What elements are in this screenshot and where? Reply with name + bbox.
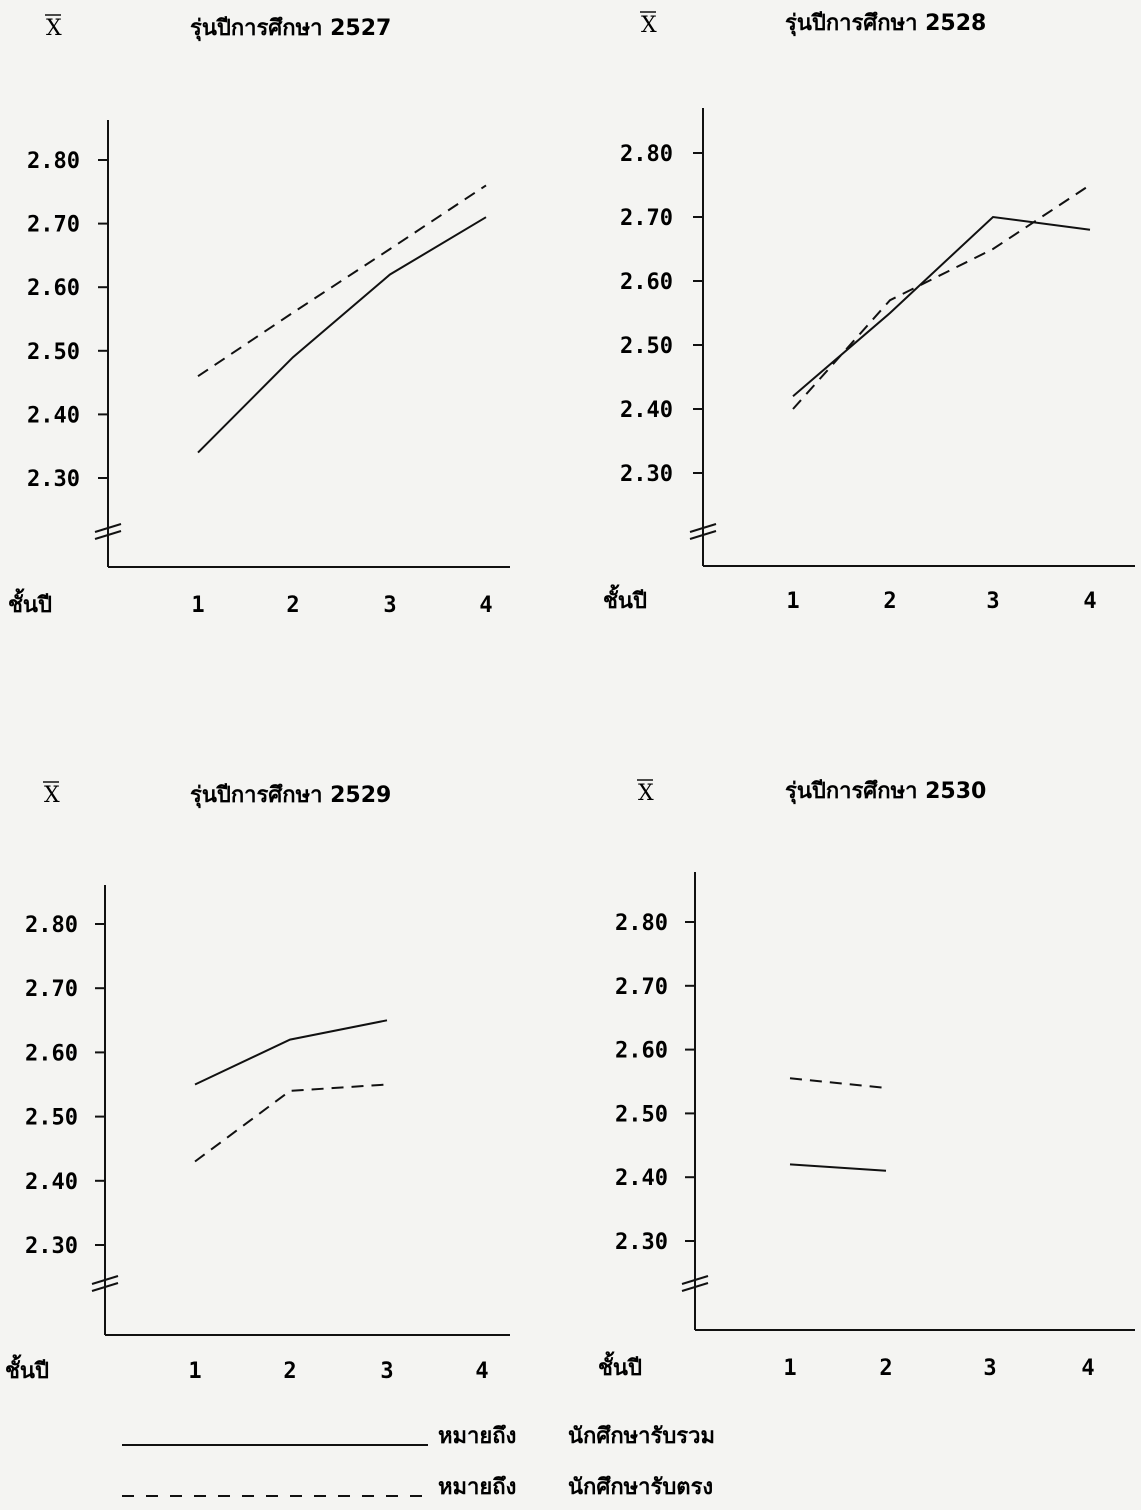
y-axis-label: X [44, 783, 60, 808]
axis-break-stroke [689, 530, 717, 540]
series-line-combined [789, 1163, 887, 1172]
x-tick-label: 2 [879, 1356, 892, 1381]
chart-3: 2.30 2.40 2.50 2.60 2.70 2.80 1 2 3 4 รุ่นปีการศึก… [5, 781, 510, 1384]
x-tick-label: 3 [986, 589, 999, 614]
chart-4: 2.30 2.40 2.50 2.60 2.70 2.80 1 2 3 4 รุ่นปีการศึก… [598, 779, 1135, 1381]
axis-break-stroke [689, 523, 717, 533]
y-tick-label: 2.60 [620, 270, 673, 295]
chart-title: รุ่นปีการศึกษา 2529 [190, 783, 391, 809]
x-tick-label: 4 [1083, 589, 1096, 614]
x-axis-label: ชั้นปี [598, 1351, 642, 1381]
legend-prefix: หมายถึง [438, 1424, 516, 1449]
y-tick-label: 2.40 [615, 1166, 668, 1191]
axis-break-mark [681, 1275, 709, 1292]
x-tick-label: 3 [983, 1356, 996, 1381]
y-tick-label: 2.80 [27, 149, 80, 174]
x-tick-label: 2 [883, 589, 896, 614]
y-axis-label: X [638, 781, 654, 806]
x-tick-label: 2 [283, 1359, 296, 1384]
x-tick-label: 3 [380, 1359, 393, 1384]
y-tick-label: 2.60 [27, 276, 80, 301]
y-tick-label: 2.60 [615, 1039, 668, 1064]
y-tick-label: 2.70 [615, 975, 668, 1000]
chart-title: รุ่นปีการศึกษา 2528 [785, 11, 986, 37]
series-line-combined [194, 1019, 388, 1086]
axis-break-stroke [91, 1282, 119, 1292]
y-tick-label: 2.70 [27, 213, 80, 238]
x-tick-label: 4 [475, 1359, 488, 1384]
x-tick-label: 4 [1081, 1356, 1094, 1381]
y-tick-label: 2.50 [27, 340, 80, 365]
axis-break-stroke [681, 1275, 709, 1285]
x-tick-label: 3 [383, 593, 396, 618]
series-line-direct [789, 1077, 887, 1089]
x-tick-label: 1 [786, 589, 799, 614]
series-line-direct [792, 184, 1091, 410]
y-tick-label: 2.50 [25, 1106, 78, 1131]
series-line-direct [194, 1083, 388, 1163]
x-axis-label: ชั้นปี [603, 584, 647, 614]
y-tick-label: 2.30 [25, 1234, 78, 1259]
legend-label: นักศึกษารับตรง [568, 1475, 713, 1500]
y-axis-label: X [641, 13, 657, 38]
y-axis-label: X [46, 16, 62, 41]
y-tick-label: 2.80 [25, 913, 78, 938]
chart-title: รุ่นปีการศึกษา 2530 [785, 779, 986, 805]
chart-title: รุ่นปีการศึกษา 2527 [190, 16, 391, 42]
axis-break-stroke [681, 1282, 709, 1292]
x-tick-label: 2 [286, 593, 299, 618]
axis-break-mark [94, 523, 122, 540]
series-line-direct [197, 184, 487, 378]
legend-label: นักศึกษารับรวม [568, 1424, 715, 1449]
series-line-combined [197, 216, 487, 454]
y-tick-label: 2.50 [620, 334, 673, 359]
y-tick-label: 2.40 [620, 398, 673, 423]
x-tick-label: 4 [479, 593, 492, 618]
y-tick-label: 2.60 [25, 1041, 78, 1066]
x-tick-label: 1 [783, 1356, 796, 1381]
x-tick-label: 1 [191, 593, 204, 618]
y-tick-label: 2.70 [620, 206, 673, 231]
x-axis-label: ชั้นปี [8, 588, 52, 618]
y-tick-label: 2.80 [620, 142, 673, 167]
y-tick-label: 2.30 [615, 1230, 668, 1255]
x-tick-label: 1 [188, 1359, 201, 1384]
y-tick-label: 2.50 [615, 1102, 668, 1127]
y-tick-label: 2.40 [25, 1170, 78, 1195]
legend-prefix: หมายถึง [438, 1475, 516, 1500]
axis-break-stroke [94, 523, 122, 533]
y-tick-label: 2.30 [27, 467, 80, 492]
chart-1: 2.30 2.40 2.50 2.60 2.70 2.80 1 2 3 4 รุ่นปีการศึก… [8, 14, 510, 618]
axis-break-stroke [94, 530, 122, 540]
y-tick-label: 2.80 [615, 911, 668, 936]
y-tick-label: 2.70 [25, 977, 78, 1002]
chart-2: 2.30 2.40 2.50 2.60 2.70 2.80 1 2 3 4 รุ่นปีการศึก… [603, 11, 1135, 614]
axis-break-mark [689, 523, 717, 540]
axis-break-stroke [91, 1275, 119, 1285]
y-tick-label: 2.40 [27, 403, 80, 428]
series-line-combined [792, 215, 1091, 397]
x-axis-label: ชั้นปี [5, 1354, 49, 1384]
y-tick-label: 2.30 [620, 462, 673, 487]
axis-break-mark [91, 1275, 119, 1292]
